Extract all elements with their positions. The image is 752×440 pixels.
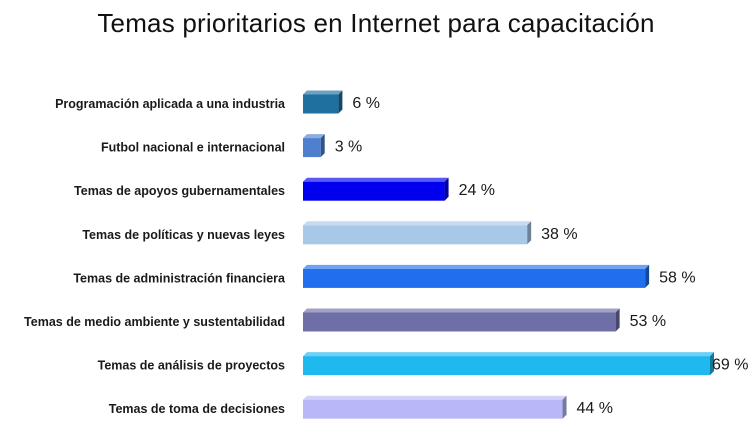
value-label: 3 %	[335, 139, 363, 156]
value-label: 24 %	[459, 182, 495, 199]
category-label: Temas de administración financiera	[73, 271, 286, 285]
bar-side-face	[444, 177, 449, 201]
bar	[303, 308, 620, 332]
bar-side-face	[615, 308, 620, 332]
bar	[303, 90, 343, 114]
bar-side-face	[338, 90, 343, 114]
chart-title: Temas prioritarios en Internet para capa…	[97, 8, 655, 38]
bar-top-face	[303, 90, 343, 95]
bar	[303, 177, 449, 201]
bar-front-face	[303, 181, 445, 201]
bar-side-face	[562, 395, 567, 419]
bar	[303, 221, 532, 245]
value-label: 38 %	[541, 226, 577, 243]
value-label: 53 %	[630, 313, 666, 330]
value-label: 44 %	[577, 400, 613, 417]
bars-group	[303, 90, 714, 419]
bar-front-face	[303, 138, 321, 158]
bar	[303, 395, 567, 419]
bar-side-face	[645, 264, 650, 288]
category-label: Temas de apoyos gubernamentales	[74, 184, 285, 198]
category-labels: Programación aplicada a una industria Fut…	[24, 97, 286, 416]
bar-front-face	[303, 399, 563, 419]
category-label: Futbol nacional e internacional	[101, 141, 285, 155]
bar-front-face	[303, 94, 339, 114]
bar-front-face	[303, 312, 616, 332]
category-label: Temas de políticas y nuevas leyes	[82, 228, 285, 242]
bar-front-face	[303, 225, 528, 245]
bar	[303, 134, 325, 158]
bar-side-face	[710, 352, 714, 376]
bar-top-face	[303, 177, 449, 182]
bar	[303, 264, 650, 288]
bar-top-face	[303, 308, 620, 313]
value-label: 69 %	[712, 357, 748, 374]
bar-top-face	[303, 352, 714, 357]
category-label: Programación aplicada a una industria	[55, 97, 286, 111]
value-label: 58 %	[659, 269, 695, 286]
category-label: Temas de análisis de proyectos	[98, 359, 285, 373]
category-label: Temas de medio ambiente y sustentabilida…	[24, 315, 285, 329]
bar-side-face	[527, 221, 532, 245]
category-label: Temas de toma de decisiones	[109, 402, 285, 416]
bar-top-face	[303, 395, 567, 400]
bar-front-face	[303, 268, 646, 288]
value-labels: 6 % 3 % 24 % 38 % 58 % 53 % 69 % 44 %	[335, 95, 749, 417]
bar-top-face	[303, 221, 532, 226]
bar-top-face	[303, 264, 650, 269]
bar-front-face	[303, 356, 710, 376]
value-label: 6 %	[352, 95, 380, 112]
bar	[303, 352, 714, 376]
bar-top-face	[303, 134, 325, 139]
bar-side-face	[320, 134, 325, 158]
